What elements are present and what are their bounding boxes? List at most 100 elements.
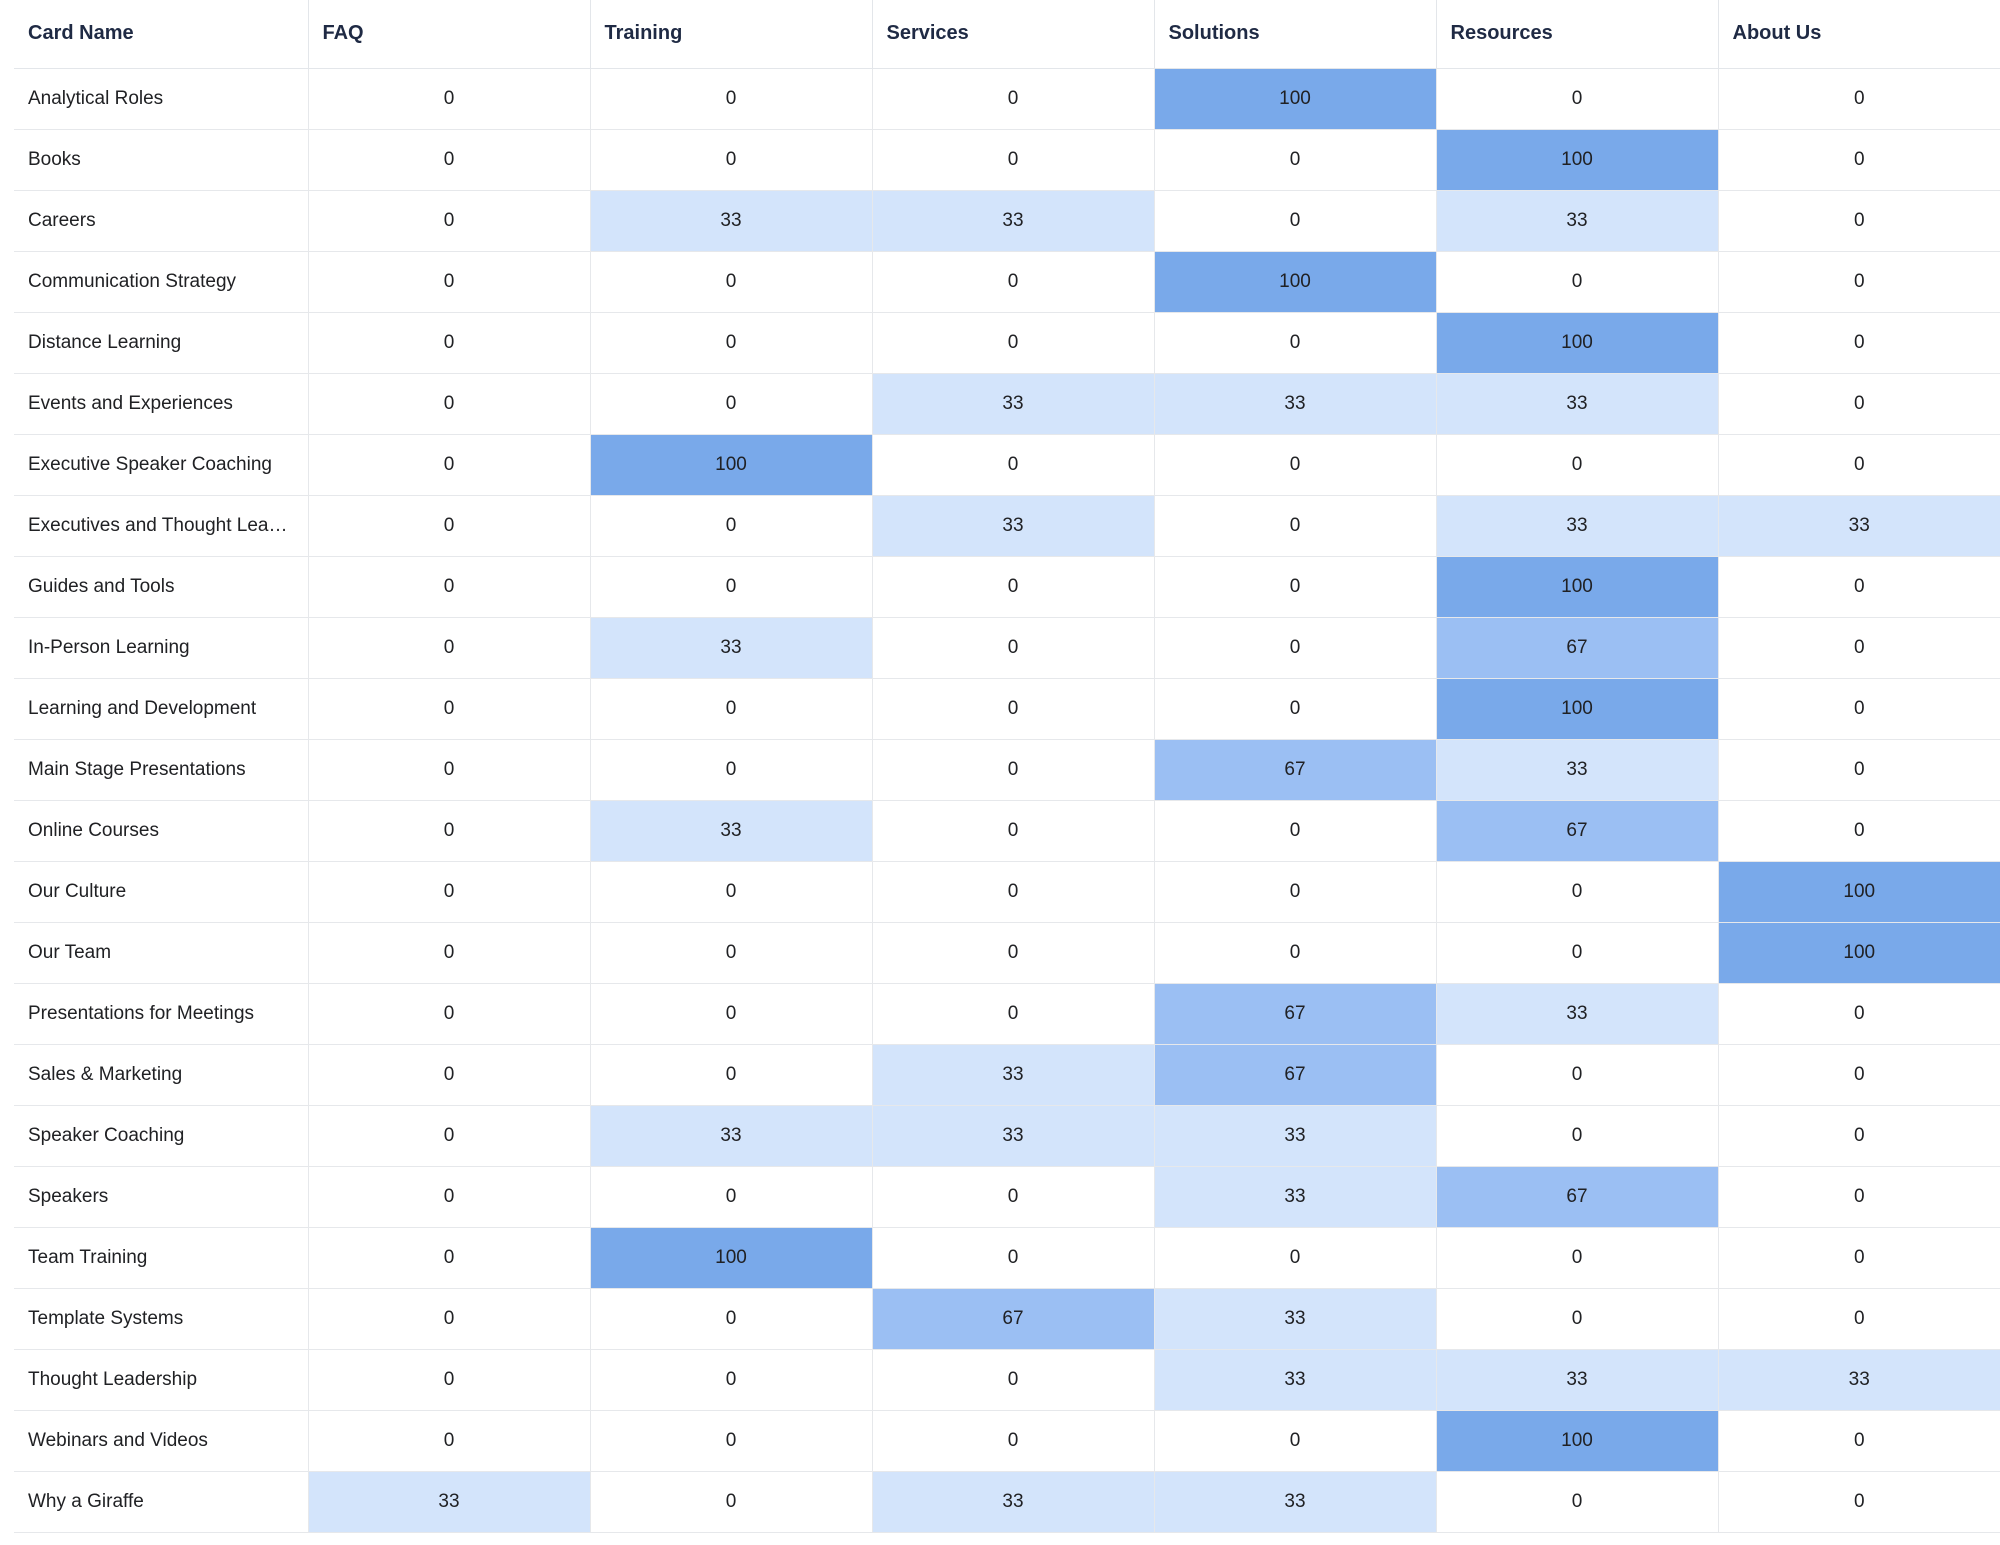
heat-cell-about-us: 0 — [1717, 1410, 2000, 1472]
heat-cell-about-us: 0 — [1717, 1288, 2000, 1350]
heat-cell-faq: 0 — [307, 739, 590, 801]
heat-cell-training: 0 — [589, 922, 872, 984]
heat-cell-resources: 0 — [1435, 434, 1718, 496]
heat-cell-services: 0 — [871, 1227, 1154, 1289]
heat-cell-faq: 0 — [307, 434, 590, 496]
heat-cell-solutions: 0 — [1153, 617, 1436, 679]
heat-cell-about-us: 33 — [1717, 495, 2000, 557]
heat-cell-services: 0 — [871, 129, 1154, 191]
heat-cell-resources: 33 — [1435, 1349, 1718, 1411]
heat-cell-solutions: 0 — [1153, 1227, 1436, 1289]
heat-cell-faq: 0 — [307, 1166, 590, 1228]
heat-cell-about-us: 0 — [1717, 678, 2000, 740]
header-resources[interactable]: Resources — [1435, 0, 1718, 69]
heat-cell-resources: 33 — [1435, 739, 1718, 801]
heat-cell-faq: 0 — [307, 1410, 590, 1472]
row-label: Team Training — [14, 1227, 308, 1289]
heat-cell-about-us: 0 — [1717, 739, 2000, 801]
heat-cell-training: 33 — [589, 1105, 872, 1167]
heat-cell-about-us: 0 — [1717, 129, 2000, 191]
heat-cell-solutions: 0 — [1153, 678, 1436, 740]
header-row: Card Name FAQ Training Services Solution… — [14, 0, 2000, 69]
heat-cell-solutions: 0 — [1153, 190, 1436, 252]
table-row: Communication Strategy 0 0 0 100 0 0 — [14, 251, 2000, 313]
table-row: Our Team 0 0 0 0 0 100 — [14, 922, 2000, 984]
heat-cell-solutions: 100 — [1153, 68, 1436, 130]
table-row: Distance Learning 0 0 0 0 100 0 — [14, 312, 2000, 374]
heat-cell-faq: 0 — [307, 312, 590, 374]
heat-cell-resources: 33 — [1435, 373, 1718, 435]
heat-cell-services: 0 — [871, 739, 1154, 801]
heat-cell-solutions: 33 — [1153, 1288, 1436, 1350]
table-row: Books 0 0 0 0 100 0 — [14, 129, 2000, 191]
table-row: Our Culture 0 0 0 0 0 100 — [14, 861, 2000, 923]
heat-cell-training: 0 — [589, 68, 872, 130]
heat-cell-about-us: 100 — [1717, 922, 2000, 984]
heat-cell-resources: 100 — [1435, 1410, 1718, 1472]
heat-cell-faq: 0 — [307, 617, 590, 679]
heat-cell-training: 0 — [589, 983, 872, 1045]
heat-cell-services: 0 — [871, 434, 1154, 496]
table-row: Events and Experiences 0 0 33 33 33 0 — [14, 373, 2000, 435]
heat-cell-training: 33 — [589, 800, 872, 862]
heat-cell-about-us: 0 — [1717, 1166, 2000, 1228]
heat-cell-solutions: 0 — [1153, 922, 1436, 984]
heat-cell-services: 33 — [871, 190, 1154, 252]
header-solutions[interactable]: Solutions — [1153, 0, 1436, 69]
table-row: Thought Leadership 0 0 0 33 33 33 — [14, 1349, 2000, 1411]
heat-cell-solutions: 33 — [1153, 1166, 1436, 1228]
table-row: Main Stage Presentations 0 0 0 67 33 0 — [14, 739, 2000, 801]
row-label: Distance Learning — [14, 312, 308, 374]
header-services[interactable]: Services — [871, 0, 1154, 69]
heat-cell-training: 33 — [589, 617, 872, 679]
heat-cell-services: 0 — [871, 1349, 1154, 1411]
table-row: Guides and Tools 0 0 0 0 100 0 — [14, 556, 2000, 618]
heat-cell-training: 33 — [589, 190, 872, 252]
header-training[interactable]: Training — [589, 0, 872, 69]
heat-cell-about-us: 0 — [1717, 1044, 2000, 1106]
table-row: Webinars and Videos 0 0 0 0 100 0 — [14, 1410, 2000, 1472]
heat-cell-resources: 33 — [1435, 983, 1718, 1045]
header-card-name[interactable]: Card Name — [14, 0, 308, 69]
heat-cell-solutions: 67 — [1153, 983, 1436, 1045]
heat-cell-resources: 67 — [1435, 617, 1718, 679]
header-about-us[interactable]: About Us — [1717, 0, 2000, 69]
heat-cell-faq: 0 — [307, 1105, 590, 1167]
heat-cell-training: 0 — [589, 1288, 872, 1350]
heat-cell-about-us: 100 — [1717, 861, 2000, 923]
heat-cell-services: 0 — [871, 800, 1154, 862]
row-label: Main Stage Presentations — [14, 739, 308, 801]
heat-cell-services: 33 — [871, 495, 1154, 557]
heat-cell-about-us: 0 — [1717, 434, 2000, 496]
heat-cell-solutions: 0 — [1153, 312, 1436, 374]
row-label: Sales & Marketing — [14, 1044, 308, 1106]
heat-cell-training: 0 — [589, 1349, 872, 1411]
heat-cell-faq: 0 — [307, 861, 590, 923]
row-label: Speaker Coaching — [14, 1105, 308, 1167]
table-row: Careers 0 33 33 0 33 0 — [14, 190, 2000, 252]
heat-cell-training: 0 — [589, 1410, 872, 1472]
row-label: Speakers — [14, 1166, 308, 1228]
heat-cell-training: 0 — [589, 739, 872, 801]
header-faq[interactable]: FAQ — [307, 0, 590, 69]
table-row: Presentations for Meetings 0 0 0 67 33 0 — [14, 983, 2000, 1045]
heat-cell-about-us: 0 — [1717, 800, 2000, 862]
heat-cell-faq: 0 — [307, 983, 590, 1045]
row-label: Guides and Tools — [14, 556, 308, 618]
heat-cell-services: 0 — [871, 1166, 1154, 1228]
heat-cell-resources: 100 — [1435, 556, 1718, 618]
row-label: Presentations for Meetings — [14, 983, 308, 1045]
table-row: Speaker Coaching 0 33 33 33 0 0 — [14, 1105, 2000, 1167]
heat-cell-services: 0 — [871, 861, 1154, 923]
heat-cell-about-us: 33 — [1717, 1349, 2000, 1411]
heat-cell-resources: 100 — [1435, 129, 1718, 191]
heat-cell-services: 33 — [871, 1044, 1154, 1106]
row-label: Events and Experiences — [14, 373, 308, 435]
heat-cell-about-us: 0 — [1717, 983, 2000, 1045]
heat-cell-training: 0 — [589, 129, 872, 191]
table-row: Analytical Roles 0 0 0 100 0 0 — [14, 68, 2000, 130]
row-label: Executive Speaker Coaching — [14, 434, 308, 496]
heat-cell-faq: 0 — [307, 68, 590, 130]
table-row: Online Courses 0 33 0 0 67 0 — [14, 800, 2000, 862]
row-label: Careers — [14, 190, 308, 252]
